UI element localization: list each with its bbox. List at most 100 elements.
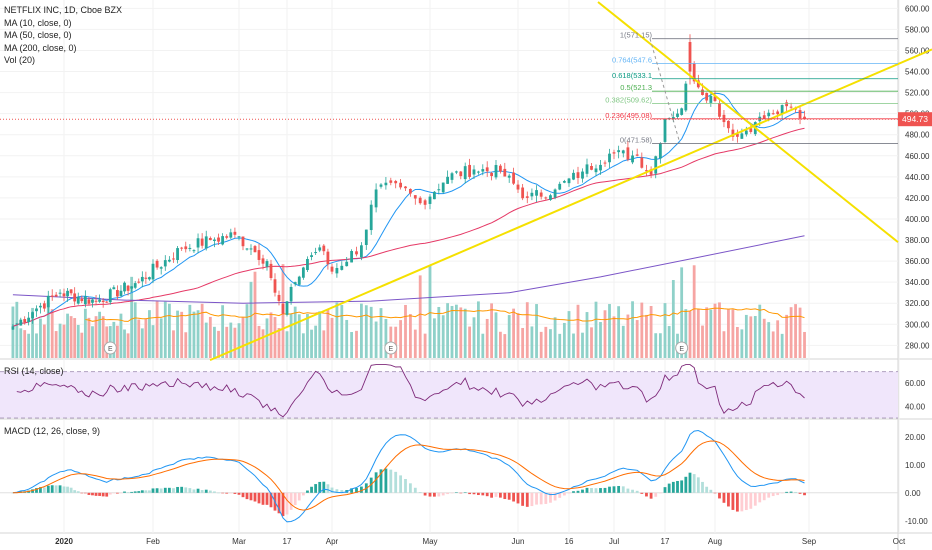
volume-bar — [803, 331, 806, 358]
symbol-title: NETFLIX INC, 1D, Cboe BZX — [4, 5, 123, 15]
macd-y-tick-label: -10.00 — [905, 517, 928, 526]
candle-body — [192, 250, 196, 252]
candle-body — [306, 258, 309, 271]
macd-histogram-bar — [399, 475, 402, 493]
volume-bar — [780, 333, 784, 358]
volume-bar — [450, 305, 454, 358]
candle-body — [101, 300, 105, 303]
candle-body — [301, 267, 305, 278]
volume-bar — [798, 307, 802, 358]
candle-body — [213, 239, 216, 241]
volume-bar — [261, 329, 265, 358]
candle-body — [503, 168, 507, 177]
macd-histogram-bar — [265, 492, 269, 505]
macd-histogram-bar — [521, 492, 525, 506]
candle-body — [144, 277, 148, 279]
candle-body — [355, 251, 358, 255]
x-tick-label: 17 — [661, 537, 670, 546]
macd-histogram-bar — [374, 472, 378, 493]
candle-body — [35, 308, 38, 312]
volume-bar — [680, 267, 684, 358]
candle-body — [692, 63, 696, 82]
macd-histogram-bar — [105, 492, 109, 497]
macd-histogram-bar — [42, 487, 46, 493]
volume-bar — [360, 303, 363, 358]
macd-histogram-bar — [69, 487, 73, 493]
volume-bar — [94, 316, 98, 358]
volume-bar — [688, 311, 692, 358]
macd-histogram-bar — [490, 492, 493, 498]
candle-body — [176, 248, 179, 261]
volume-bar — [200, 303, 204, 358]
candle-body — [423, 200, 427, 205]
macd-histogram-bar — [269, 492, 273, 508]
volume-bar — [459, 307, 463, 358]
candle-body — [335, 268, 339, 274]
candle-body — [481, 169, 485, 172]
candle-body — [217, 237, 220, 242]
macd-histogram-bar — [649, 492, 653, 499]
candle-body — [701, 89, 704, 95]
macd-histogram-bar — [450, 492, 454, 494]
candle-body — [468, 164, 471, 177]
volume-bar — [374, 321, 378, 358]
candle-body — [658, 143, 662, 159]
candle-body — [713, 96, 717, 102]
macd-histogram-bar — [671, 481, 675, 493]
rsi-band — [0, 371, 898, 418]
volume-bar — [544, 326, 548, 358]
macd-histogram-bar — [794, 491, 797, 493]
macd-histogram-bar — [762, 492, 766, 501]
macd-histogram-bar — [428, 492, 432, 497]
last-price-tag — [898, 112, 932, 127]
macd-histogram-bar — [192, 489, 196, 493]
volume-bar — [649, 305, 653, 358]
earnings-marker-label: E — [679, 346, 684, 353]
candle-body — [485, 167, 489, 172]
volume-bar — [69, 316, 73, 358]
volume-bar — [617, 306, 621, 358]
macd-histogram-bar — [530, 492, 534, 507]
macd-histogram-bar — [785, 491, 789, 493]
macd-histogram-bar — [525, 492, 529, 507]
volume-bar — [753, 316, 757, 358]
volume-bar — [322, 330, 326, 358]
volume-bar — [794, 304, 797, 358]
candle-body — [261, 258, 265, 264]
macd-histogram-bar — [233, 492, 237, 494]
candle-body — [663, 118, 667, 142]
macd-histogram-bar — [567, 492, 571, 494]
macd-histogram-bar — [612, 486, 616, 493]
y-tick-label: 460.00 — [905, 152, 930, 161]
x-tick-label: 17 — [283, 537, 292, 546]
macd-histogram-bar — [58, 485, 62, 493]
volume-bar — [635, 320, 639, 358]
macd-histogram-bar — [330, 487, 334, 493]
volume-bar — [594, 301, 598, 358]
macd-histogram-bar — [94, 492, 98, 496]
macd-histogram-bar — [394, 471, 398, 493]
volume-bar — [535, 304, 538, 358]
macd-histogram-bar — [180, 486, 184, 493]
candle-body — [172, 258, 175, 260]
x-tick-label: Mar — [232, 537, 246, 546]
volume-bar — [722, 331, 726, 358]
earnings-marker-label: E — [108, 346, 113, 353]
candle-body — [196, 238, 200, 248]
macd-histogram-bar — [285, 492, 289, 515]
candle-body — [322, 245, 326, 252]
volume-bar — [265, 318, 269, 358]
rsi-label: RSI (14, close) — [4, 366, 64, 376]
volume-bar — [369, 306, 373, 358]
macd-histogram-bar — [585, 487, 589, 493]
macd-histogram-bar — [446, 492, 449, 495]
macd-histogram-bar — [423, 492, 427, 496]
macd-histogram-bar — [119, 492, 123, 494]
macd-histogram-bar — [163, 487, 167, 493]
macd-histogram-bar — [696, 477, 700, 493]
volume-bar — [499, 331, 502, 358]
candle-body — [394, 180, 398, 184]
candle-body — [19, 319, 23, 326]
candle-body — [269, 263, 273, 279]
